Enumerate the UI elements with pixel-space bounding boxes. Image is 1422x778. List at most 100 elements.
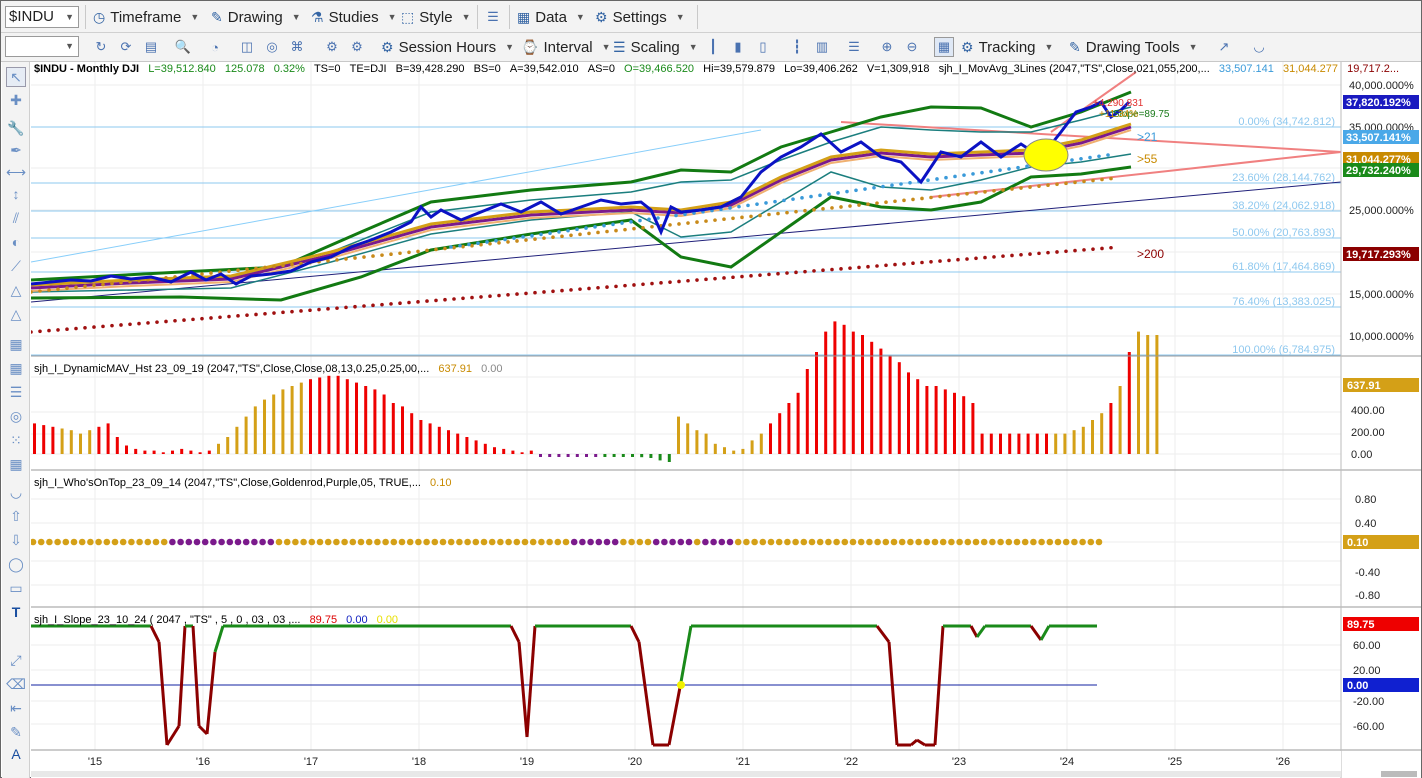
volume-icon[interactable]: ▥ xyxy=(815,39,829,54)
chart-area[interactable]: 0.00% (34,742.812) 23.60% (28,144.762) 38.… xyxy=(31,62,1421,778)
ma55-dot xyxy=(74,285,78,290)
studies-menu[interactable]: ⚗ Studies ▼ xyxy=(311,5,397,29)
text-box-icon[interactable]: A xyxy=(11,746,21,762)
hash-icon[interactable]: ▦ xyxy=(9,455,23,472)
fib-label: 38.20% (24,062.918) xyxy=(1232,200,1335,212)
arc-icon[interactable]: ◡ xyxy=(9,483,23,500)
tracking-menu[interactable]: ⚙ Tracking ▼ xyxy=(961,35,1053,59)
whos-on-top-dot xyxy=(570,538,578,546)
gear-icon[interactable]: ⚙ xyxy=(326,39,338,54)
zoom-out-icon[interactable]: ⊖ xyxy=(906,39,918,54)
gear-alt-icon[interactable]: ⚙ xyxy=(351,39,363,54)
drawing-tools-menu[interactable]: ✎ Drawing Tools ▼ xyxy=(1069,35,1198,59)
ma21-value: 33,507.141 xyxy=(1218,63,1274,75)
analysis-icon[interactable]: ◡ xyxy=(1253,39,1265,54)
zoom-in-icon[interactable]: ⊕ xyxy=(881,39,893,54)
ellipse-icon[interactable]: ◯ xyxy=(8,555,24,572)
triangle-icon[interactable]: △ xyxy=(10,281,22,298)
histogram-bar xyxy=(640,454,644,458)
crosshair-icon[interactable]: ✚ xyxy=(10,91,22,108)
chart-icon-1[interactable]: ◫ xyxy=(240,39,254,54)
grid-alt-icon[interactable]: ▦ xyxy=(9,359,23,376)
refresh-icon[interactable]: ↻ xyxy=(95,39,107,54)
pencil-icon[interactable]: ✎ xyxy=(10,723,22,740)
histogram-bar xyxy=(520,452,524,454)
vertical-line-icon[interactable]: ↕ xyxy=(12,186,20,202)
ma200-dot xyxy=(416,300,420,304)
settings-menu[interactable]: ⚙ Settings ▼ xyxy=(595,5,685,29)
candlestick-icon[interactable]: ▮ xyxy=(734,39,742,54)
slope-value: 89.75 xyxy=(309,614,338,626)
chevron-down-icon[interactable]: ▼ xyxy=(65,12,74,22)
ma200-dot xyxy=(56,328,60,332)
trendline-icon[interactable]: ↗ xyxy=(1218,39,1230,54)
bid-size: BS=0 xyxy=(473,63,501,75)
session-hours-menu[interactable]: ⚙ Session Hours ▼ xyxy=(381,35,514,59)
ma21-dot xyxy=(863,187,867,191)
timeframe-menu[interactable]: ◷ Timeframe ▼ xyxy=(93,5,199,29)
ma200-dot xyxy=(290,309,294,314)
pointer-icon[interactable]: ↖ xyxy=(6,67,26,87)
drawing-menu[interactable]: ✎ Drawing ▼ xyxy=(211,5,301,29)
chart-icon-2[interactable]: ◎ xyxy=(266,39,278,54)
histogram-bar xyxy=(1100,413,1104,454)
reload-icon[interactable]: ⟳ xyxy=(120,39,132,54)
ma55-dot xyxy=(533,237,537,241)
channel-icon[interactable]: ⫽ xyxy=(12,209,20,226)
arrow-down-icon[interactable]: ⇩ xyxy=(10,531,22,548)
chart-icon-3[interactable]: ⌘ xyxy=(290,39,304,54)
slope-segment xyxy=(975,625,987,638)
chart-toolbar: ▼ ↻ ⟳ ▤ 🔍 ◔ ◫ ◎ ⌘ ⚙ ⚙ ⚙ Session Hours ▼ ⌚ I… xyxy=(1,33,1421,62)
chart-template-select[interactable]: ▼ xyxy=(5,36,79,57)
style-menu[interactable]: ⬚ Style ▼ xyxy=(401,5,471,29)
ma21-dot xyxy=(809,194,813,199)
zoom-bars-icon[interactable]: 🔍 xyxy=(174,39,192,54)
ma55-dot xyxy=(776,211,780,216)
left-drawing-toolbar: ↖ ✚ 🔧 ✒ ⟷ ↕ ⫽ ◐ ⟋ △ △ ▦ ▦ ☰ ◎ ⁙ ▦ ◡ ⇧ ⇩ … xyxy=(2,62,30,778)
symbol-input[interactable]: $INDU ▼ xyxy=(5,6,79,28)
bars-icon[interactable]: ☰ xyxy=(9,383,23,400)
ma200-dot xyxy=(875,264,879,268)
trendline-icon[interactable]: ⟋ xyxy=(11,257,21,274)
data-menu[interactable]: ▦ Data ▼ xyxy=(517,5,585,29)
line-dashed-icon[interactable]: ⤢ xyxy=(10,651,22,668)
whos-on-top-dot xyxy=(423,538,430,546)
ma55-dot xyxy=(119,280,123,285)
grid-icon[interactable]: ▤ xyxy=(144,39,158,54)
link-windows-icon[interactable]: ☰ xyxy=(487,9,499,24)
eraser-icon[interactable]: ⌫ xyxy=(6,675,26,692)
horizontal-line-icon[interactable]: ⟷ xyxy=(5,163,27,180)
wrench-icon[interactable]: 🔧 xyxy=(7,119,25,136)
ma21-dot xyxy=(737,204,741,209)
arrow-left-icon[interactable]: ⇤ xyxy=(10,699,22,716)
tick-chart-icon[interactable]: ┇ xyxy=(793,39,801,54)
ma55-dot xyxy=(965,191,969,196)
rectangle-icon[interactable]: ▭ xyxy=(9,579,23,596)
pen-icon[interactable]: ✒ xyxy=(10,141,22,158)
ma200-dot xyxy=(272,311,276,315)
whos-on-top-dot xyxy=(505,538,512,546)
spiral-icon[interactable]: ◎ xyxy=(9,407,23,424)
interval-menu[interactable]: ⌚ Interval ▼ xyxy=(521,35,611,59)
whos-on-top-dot xyxy=(661,538,668,546)
whos-on-top-dot xyxy=(267,538,275,546)
histogram-bar xyxy=(686,423,690,454)
triangle-alt-icon[interactable]: △ xyxy=(10,305,22,322)
dots-grid-icon[interactable]: ⁙ xyxy=(10,431,22,448)
hollow-candle-icon[interactable]: ▯ xyxy=(759,39,767,54)
ma55-dot xyxy=(920,196,924,201)
grid-icon[interactable]: ▦ xyxy=(9,335,23,352)
histogram-bar xyxy=(925,386,929,454)
data-grid-icon[interactable]: ▦ xyxy=(934,37,954,57)
histogram-bar xyxy=(989,433,993,454)
scaling-menu[interactable]: ☰ Scaling ▼ xyxy=(613,35,698,59)
arrow-up-icon[interactable]: ⇧ xyxy=(10,507,22,524)
link-windows-icon[interactable]: ☰ xyxy=(848,39,860,54)
whos-on-top-dot xyxy=(251,538,258,546)
bar-chart-icon[interactable]: ┃ xyxy=(709,39,717,54)
speed-icon[interactable]: ◔ xyxy=(211,39,219,55)
slope-segment xyxy=(165,725,181,746)
settings-label: Settings xyxy=(612,8,667,26)
text-tool-icon[interactable]: T xyxy=(11,604,21,620)
fib-icon[interactable]: ◐ xyxy=(11,234,21,250)
